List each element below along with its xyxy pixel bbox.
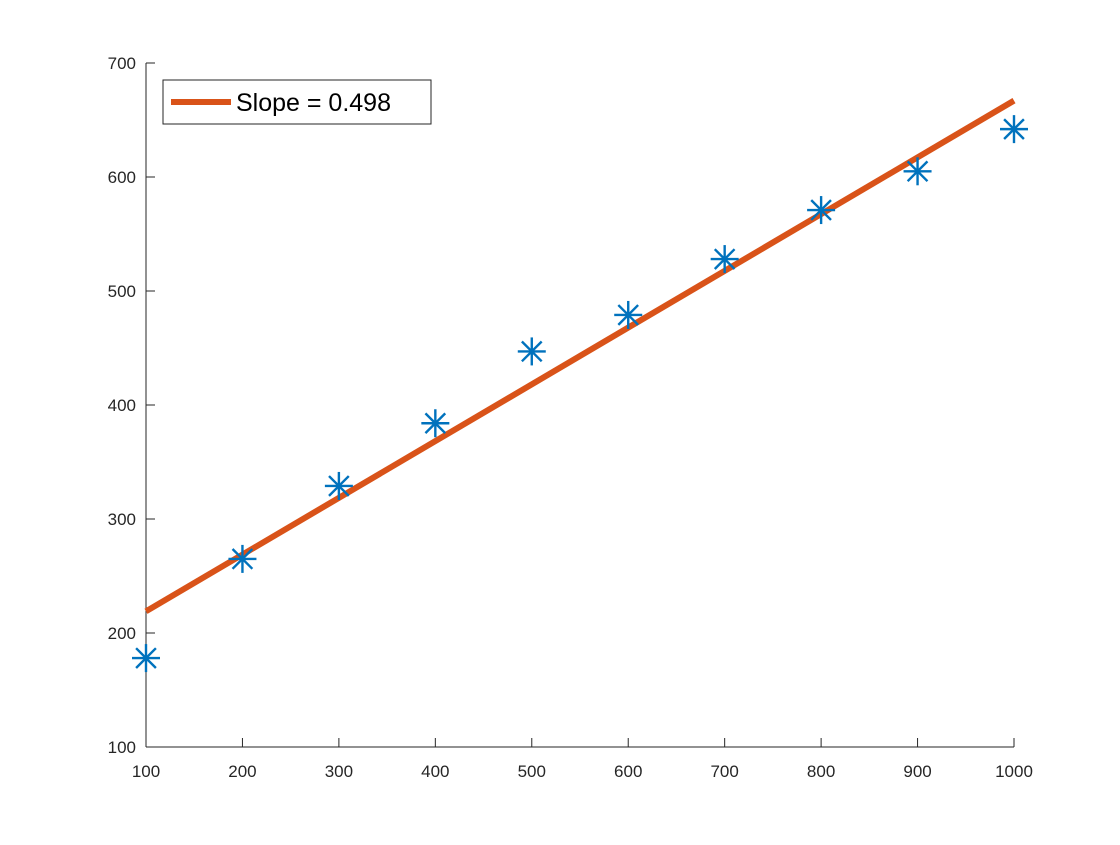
axes: 100 200 300 400 500 600 700 800 900 1000 100 200 300… [108, 54, 1033, 781]
data-point-asterisk [1000, 115, 1028, 144]
x-tick-label: 300 [325, 762, 353, 781]
x-tick-label: 900 [903, 762, 931, 781]
data-point-asterisk [903, 157, 932, 186]
y-tick-label: 100 [108, 738, 136, 757]
fit-line [144, 98, 1016, 614]
marker-layer [132, 115, 1028, 673]
x-tick-label: 1000 [995, 762, 1033, 781]
x-tick-label: 800 [807, 762, 835, 781]
x-tick-label: 500 [518, 762, 546, 781]
y-tick-label: 400 [108, 396, 136, 415]
y-tick-label: 300 [108, 510, 136, 529]
legend-label: Slope = 0.498 [236, 89, 391, 117]
data-point-asterisk [517, 337, 546, 366]
y-tick-label: 700 [108, 54, 136, 73]
x-tick-label: 100 [132, 762, 160, 781]
data-point-asterisk [807, 196, 836, 225]
data-point-asterisk [132, 644, 160, 673]
x-tick-label: 400 [421, 762, 449, 781]
y-tick-label: 600 [108, 168, 136, 187]
x-tick-label: 600 [614, 762, 642, 781]
data-point-asterisk [421, 409, 450, 438]
x-tick-label: 700 [710, 762, 738, 781]
fit-line-layer [144, 98, 1016, 614]
x-tick-label: 200 [228, 762, 256, 781]
data-point-asterisk [614, 300, 643, 329]
data-point-asterisk [228, 544, 257, 573]
y-tick-label: 200 [108, 624, 136, 643]
legend: Slope = 0.498 [162, 79, 432, 125]
data-point-asterisk [710, 245, 739, 274]
y-tick-label: 500 [108, 282, 136, 301]
data-point-asterisk [324, 471, 353, 500]
